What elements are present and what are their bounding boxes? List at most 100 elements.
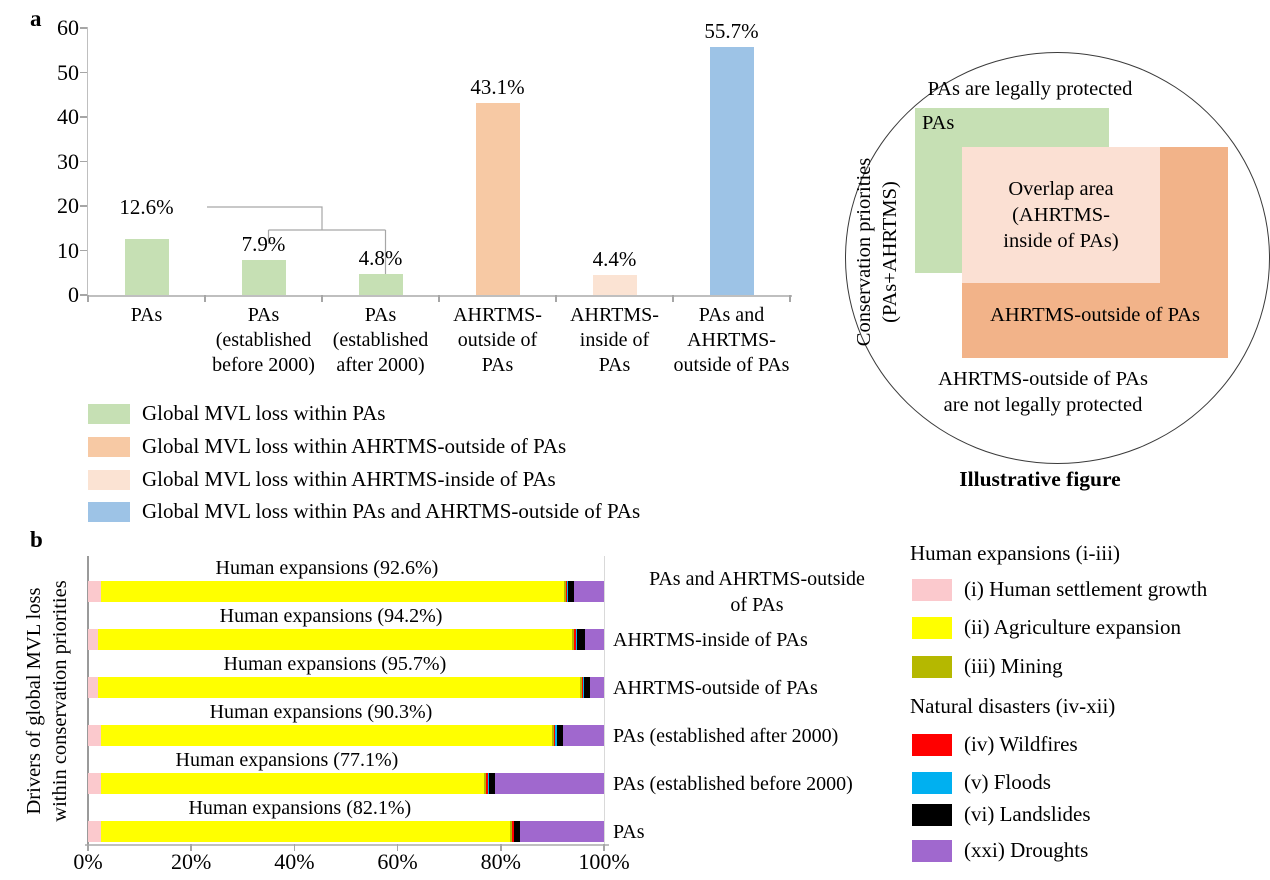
a-y-tick-mark [80, 294, 87, 296]
stacked-bar-segment [88, 773, 102, 794]
stacked-bar [88, 821, 604, 842]
legend-b-label: (iv) Wildfires [964, 732, 1078, 756]
a-y-tick-mark [80, 249, 87, 252]
a-x-tick-mark [321, 295, 323, 302]
stacked-bar-segment [567, 581, 568, 602]
b-bar-annotation: Human expansions (94.2%) [219, 605, 443, 627]
legend-b-swatch [912, 772, 952, 794]
a-x-category-label: PAs (established after 2000) [332, 304, 429, 376]
a-y-tick-label: 0 [68, 282, 79, 307]
legend-a-label: Global MVL loss within AHRTMS-outside of… [142, 433, 567, 458]
legend-a-swatch [88, 469, 130, 490]
stacked-bar-segment [88, 629, 99, 650]
legend-a-swatch [88, 436, 130, 457]
b-x-tick-label: 20% [171, 849, 212, 874]
bar-value-label: 4.8% [358, 245, 403, 270]
legend-b-label: (vi) Landslides [964, 802, 1091, 826]
b-category-label: PAs [613, 820, 645, 843]
b-category-label: AHRTMS-inside of PAs [613, 628, 808, 651]
stacked-bar-segment [485, 773, 488, 794]
bar-2 [358, 273, 403, 295]
a-y-tick-mark [80, 160, 87, 163]
a-x-tick-mark [204, 295, 206, 302]
a-y-tick-label: 20 [57, 193, 79, 218]
bar-value-label: 55.7% [704, 19, 759, 44]
stacked-bar-segment [101, 725, 552, 746]
b-x-tick-mark [603, 844, 605, 851]
a-x-tick-mark [672, 295, 674, 302]
bar-value-label: 43.1% [470, 75, 525, 100]
b-x-tick-mark [87, 844, 89, 851]
stacked-bar-segment [575, 629, 577, 650]
illustrative-top-text: PAs are legally protected [927, 78, 1133, 100]
stacked-bar-segment [101, 773, 484, 794]
a-x-category-label: PAs (established before 2000) [212, 304, 315, 376]
legend-b-swatch [912, 579, 952, 601]
bar-value-label: 4.4% [592, 247, 637, 272]
b-category-label: PAs (established before 2000) [613, 772, 853, 795]
panel-b-letter: b [30, 527, 43, 552]
stacked-bar-segment [509, 821, 512, 842]
stacked-bar-segment [519, 821, 604, 842]
legend-a-swatch [88, 404, 130, 424]
a-y-tick-mark [80, 205, 87, 207]
legend-b-header-human: Human expansions (i-iii) [910, 541, 1120, 565]
stacked-bar-segment [555, 725, 557, 746]
legend-b-swatch [912, 617, 952, 639]
b-x-tick-label: 80% [480, 849, 521, 874]
b-x-tick-mark [190, 844, 192, 851]
stacked-bar [88, 725, 604, 746]
legend-b-label: (ii) Agriculture expansion [964, 615, 1181, 639]
a-y-tick-mark [80, 71, 87, 74]
a-y-axis-line [86, 27, 88, 296]
stacked-bar-segment [563, 581, 566, 602]
legend-a-swatch [88, 502, 130, 523]
a-x-category-label: PAs [130, 304, 163, 326]
stacked-bar-segment [495, 773, 604, 794]
legend-b-label: (iii) Mining [964, 654, 1063, 678]
stacked-bar-segment [567, 581, 574, 602]
a-x-tick-mark [87, 295, 89, 302]
stacked-bar-segment [551, 725, 554, 746]
stacked-bar-segment [576, 629, 585, 650]
stacked-bar-segment [574, 629, 576, 650]
stacked-bar-segment [100, 821, 510, 842]
b-bar-annotation: Human expansions (92.6%) [215, 557, 439, 579]
a-y-tick-label: 10 [57, 237, 79, 263]
stacked-bar-segment [489, 773, 496, 794]
a-x-tick-mark [789, 295, 791, 302]
b-bar-annotation: Human expansions (82.1%) [188, 797, 412, 819]
stacked-bar-segment [584, 629, 604, 650]
stacked-bar-segment [514, 821, 520, 842]
stacked-bar-segment [88, 581, 101, 602]
b-category-label: AHRTMS-outside of PAs [613, 676, 818, 699]
b-bar-annotation: Human expansions (90.3%) [209, 701, 433, 723]
stacked-bar-segment [98, 629, 572, 650]
stacked-bar-segment [584, 677, 590, 698]
stacked-bar-segment [589, 677, 604, 698]
legend-b-swatch [912, 804, 952, 826]
stacked-bar-segment [483, 773, 486, 794]
stacked-bar [88, 773, 604, 794]
b-x-tick-mark [293, 844, 296, 851]
bar-1 [241, 259, 286, 295]
legend-b-label: (v) Floods [964, 770, 1051, 794]
stacked-bar-segment [100, 581, 564, 602]
stacked-bar [88, 629, 604, 650]
stacked-bar-segment [573, 581, 604, 602]
bar-value-label: 7.9% [241, 231, 286, 256]
illustrative-side-text: Conservation priorities (PAs+AHRTMS) [853, 157, 901, 347]
bar-5 [709, 47, 754, 295]
b-x-tick-label: 100% [578, 849, 630, 874]
bar-3 [475, 103, 520, 295]
legend-b-label: (xxi) Droughts [964, 838, 1089, 862]
b-x-axis-line [85, 844, 609, 846]
stacked-bar-segment [97, 677, 580, 698]
a-x-tick-mark [438, 295, 440, 302]
stacked-bar-segment [487, 773, 490, 794]
illustrative-bottom-text: AHRTMS-outside of PAs are not legally pr… [938, 368, 1148, 416]
stacked-bar-segment [583, 677, 585, 698]
legend-b-swatch [912, 840, 952, 862]
b-x-tick-mark [500, 844, 502, 851]
